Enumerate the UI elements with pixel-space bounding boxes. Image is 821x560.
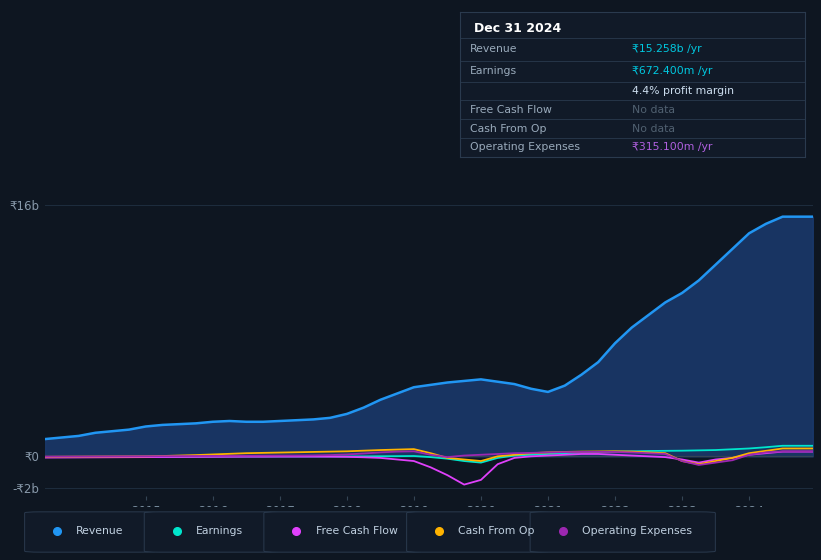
Text: Dec 31 2024: Dec 31 2024 <box>474 22 561 35</box>
Text: ₹315.100m /yr: ₹315.100m /yr <box>632 142 713 152</box>
Text: Earnings: Earnings <box>196 526 243 536</box>
Text: Operating Expenses: Operating Expenses <box>470 142 580 152</box>
FancyBboxPatch shape <box>25 512 156 552</box>
Text: ₹672.400m /yr: ₹672.400m /yr <box>632 66 713 76</box>
Text: No data: No data <box>632 124 675 134</box>
FancyBboxPatch shape <box>530 512 715 552</box>
Text: Revenue: Revenue <box>470 44 517 54</box>
FancyBboxPatch shape <box>406 512 549 552</box>
Text: No data: No data <box>632 105 675 115</box>
Text: Cash From Op: Cash From Op <box>458 526 534 536</box>
FancyBboxPatch shape <box>144 512 279 552</box>
Text: Cash From Op: Cash From Op <box>470 124 547 134</box>
Text: Operating Expenses: Operating Expenses <box>582 526 692 536</box>
Text: Revenue: Revenue <box>76 526 124 536</box>
Text: 4.4% profit margin: 4.4% profit margin <box>632 86 734 96</box>
Text: Earnings: Earnings <box>470 66 517 76</box>
Text: Free Cash Flow: Free Cash Flow <box>315 526 397 536</box>
Text: Free Cash Flow: Free Cash Flow <box>470 105 552 115</box>
FancyBboxPatch shape <box>264 512 422 552</box>
Text: ₹15.258b /yr: ₹15.258b /yr <box>632 44 702 54</box>
